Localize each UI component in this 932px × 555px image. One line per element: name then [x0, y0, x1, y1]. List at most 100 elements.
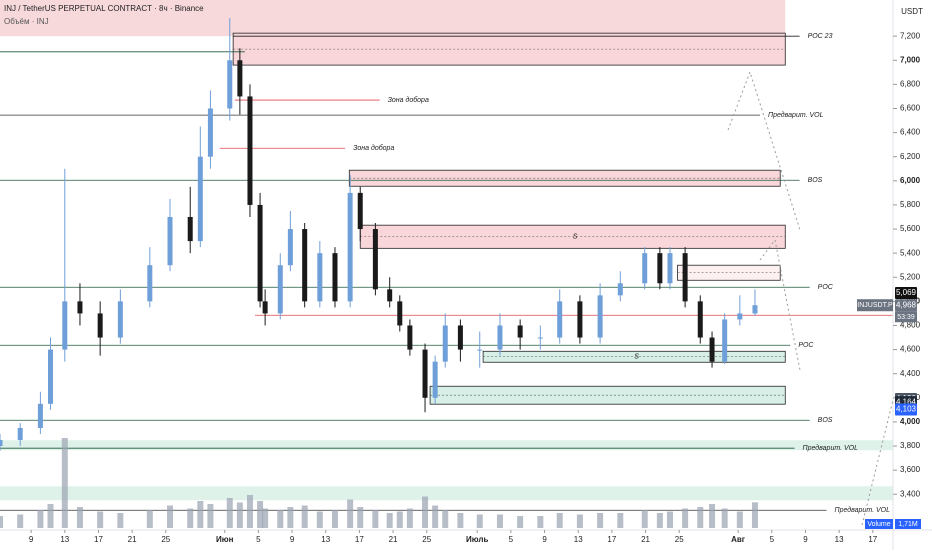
candle-body	[697, 301, 703, 338]
candle-body	[667, 253, 673, 284]
candle-body	[47, 349, 53, 404]
volume-bar	[372, 510, 379, 528]
zone	[0, 486, 893, 501]
volume-bar	[17, 514, 24, 528]
candle-body	[752, 305, 758, 314]
volume-bar	[751, 502, 758, 528]
x-tick-label: Авг	[731, 535, 746, 544]
volume-bar	[406, 508, 413, 528]
volume-bar	[476, 514, 483, 528]
volume-bar	[666, 511, 673, 528]
candle-body	[517, 325, 523, 338]
volume-bar	[386, 513, 393, 528]
level-label: Зона добора	[353, 144, 394, 152]
volume-bar	[187, 508, 194, 528]
zone-label: S	[634, 354, 639, 361]
candle-body	[257, 204, 263, 302]
volume-bar	[556, 513, 563, 528]
volume-bar	[597, 513, 604, 528]
price-tag-label: 4,164	[896, 397, 917, 406]
volume-tag	[865, 519, 893, 529]
volume-bar	[262, 508, 269, 528]
candle-body	[37, 403, 43, 428]
x-tick-label: 5	[509, 535, 514, 544]
x-tick-label: 17	[355, 535, 364, 544]
y-tick-label: 7,000	[900, 55, 921, 64]
volume-bar	[97, 511, 104, 528]
volume-bar	[61, 438, 68, 528]
candle-body	[317, 253, 323, 302]
volume-bar	[396, 511, 403, 528]
x-tick-label: 21	[389, 535, 398, 544]
x-tick-label: 13	[574, 535, 583, 544]
candle-body	[227, 60, 233, 109]
x-tick-label: 25	[675, 535, 684, 544]
level-label: BOS	[808, 177, 823, 184]
volume-bar	[422, 496, 429, 528]
volume-bar	[301, 505, 308, 528]
level-label: POC	[818, 284, 834, 291]
volume-bar	[576, 514, 583, 528]
chart-title: INJ / TetherUS PERPETUAL CONTRACT · 8ч ·…	[4, 4, 204, 13]
candle-body	[357, 192, 363, 230]
countdown-tag	[895, 311, 917, 323]
x-tick-label: 13	[321, 535, 330, 544]
y-tick-label: 5,800	[900, 200, 921, 209]
x-tick-label: 25	[422, 535, 431, 544]
volume-bar	[617, 513, 624, 528]
candle-body	[407, 325, 413, 350]
candle-body	[597, 295, 603, 338]
zone	[0, 440, 893, 451]
x-tick-label: 25	[161, 535, 170, 544]
price-tag-label: 4,968	[896, 300, 917, 309]
volume-bar	[682, 508, 689, 528]
countdown-label: 53:39	[897, 314, 915, 321]
y-tick-label: 6,600	[900, 104, 921, 113]
y-tick-label: 4,800	[900, 321, 921, 330]
price-tag-label: 4,103	[896, 405, 917, 414]
x-tick-label: Июн	[216, 535, 234, 544]
x-tick-label: Июль	[466, 535, 488, 544]
level-label: Предварит. VOL	[803, 444, 859, 452]
candle-body	[442, 325, 448, 362]
candle-body	[332, 253, 338, 302]
projection	[759, 238, 801, 371]
volume-bar	[736, 511, 743, 528]
volume-value-tag	[895, 519, 921, 529]
volume-value: 1,71M	[898, 521, 918, 528]
subtitle: Объём · INJ	[4, 17, 49, 26]
volume-bar	[442, 510, 449, 528]
x-tick-label: 17	[868, 535, 877, 544]
volume-bar	[257, 501, 264, 528]
volume-bar	[277, 510, 284, 528]
volume-bar	[207, 504, 214, 528]
price-tag	[895, 287, 917, 300]
candle-body	[347, 192, 353, 302]
x-tick-label: 13	[60, 535, 69, 544]
candle-body	[262, 301, 268, 314]
level-label: Предварит. VOL	[768, 111, 824, 119]
y-tick-label: 3,800	[900, 441, 921, 450]
candle-body	[497, 325, 503, 350]
unit-label: USDT	[901, 7, 923, 16]
volume-bar	[316, 511, 323, 528]
y-tick-label: 6,200	[900, 152, 921, 161]
x-tick-label: 17	[607, 535, 616, 544]
volume-bar	[236, 502, 243, 528]
candle-body	[657, 253, 663, 284]
candle-body	[187, 216, 193, 242]
volume-bar	[537, 516, 544, 528]
candle-body	[117, 301, 123, 338]
level-label: POC 23	[808, 33, 833, 40]
volume-bar	[347, 499, 354, 528]
zone	[677, 264, 781, 281]
zone-label: S	[573, 234, 578, 241]
candle-body	[167, 216, 173, 266]
x-tick-label: 9	[29, 535, 34, 544]
volume-bar	[0, 516, 3, 528]
volume-bar	[246, 495, 253, 528]
y-tick-label: 5,400	[900, 248, 921, 257]
volume-bar	[226, 498, 233, 528]
candle-body	[577, 301, 583, 338]
